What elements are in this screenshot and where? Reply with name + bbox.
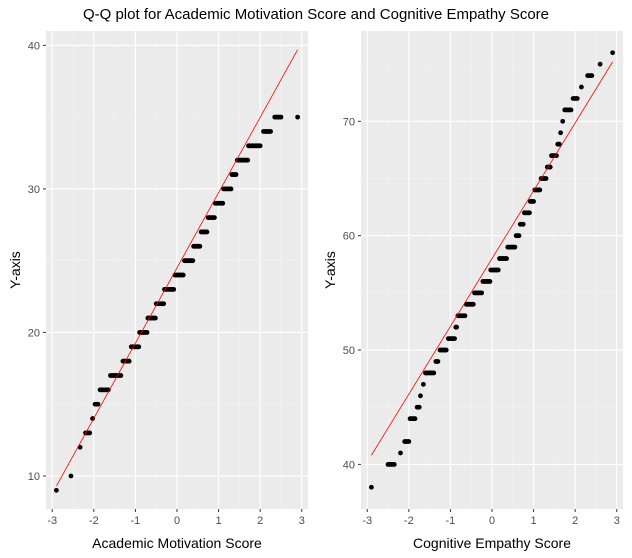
data-point bbox=[431, 370, 437, 376]
data-point bbox=[197, 243, 203, 249]
data-point bbox=[180, 272, 186, 278]
data-point bbox=[454, 324, 460, 330]
data-point bbox=[574, 96, 580, 101]
data-point bbox=[543, 176, 549, 181]
data-point bbox=[527, 210, 532, 216]
x-tick-label: 2 bbox=[572, 515, 578, 527]
data-point bbox=[95, 401, 101, 407]
data-point bbox=[418, 393, 423, 399]
data-point bbox=[171, 286, 177, 292]
y-tick-label: 50 bbox=[343, 345, 355, 357]
data-point bbox=[520, 221, 526, 227]
data-point bbox=[190, 258, 196, 264]
data-point bbox=[161, 301, 167, 307]
grid-lines bbox=[46, 31, 308, 509]
x-tick-label: -1 bbox=[446, 515, 456, 527]
data-point bbox=[470, 301, 476, 307]
data-point bbox=[87, 430, 93, 436]
data-point bbox=[152, 315, 158, 321]
x-tick-label: 0 bbox=[174, 515, 180, 527]
data-point bbox=[420, 381, 426, 387]
data-point bbox=[412, 416, 418, 422]
axis-ticks: -3 -2 -1 0 1 2 3 10 20 30 40 bbox=[28, 40, 305, 527]
y-tick-label: 10 bbox=[28, 471, 40, 483]
data-point bbox=[504, 256, 509, 261]
data-point bbox=[462, 313, 468, 319]
y-tick-label: 40 bbox=[343, 459, 355, 471]
data-point bbox=[136, 344, 142, 350]
data-point bbox=[479, 290, 485, 296]
data-point bbox=[406, 439, 412, 444]
data-point bbox=[245, 157, 251, 163]
x-tick-label: 1 bbox=[216, 515, 222, 527]
y-axis-title: Y-axis bbox=[7, 251, 23, 289]
data-point bbox=[278, 114, 284, 120]
data-point bbox=[558, 130, 564, 136]
data-point bbox=[487, 279, 493, 284]
data-point bbox=[257, 143, 263, 149]
data-point bbox=[537, 187, 543, 193]
reference-line bbox=[371, 61, 613, 456]
data-point bbox=[144, 330, 150, 335]
x-tick-label: -3 bbox=[47, 515, 57, 527]
x-tick-label: 0 bbox=[489, 515, 495, 527]
x-tick-label: 2 bbox=[257, 515, 263, 527]
data-point bbox=[516, 233, 522, 239]
y-tick-label: 60 bbox=[343, 231, 355, 243]
x-tick-label: -1 bbox=[131, 515, 141, 527]
panel-cognitive-empathy: -3 -2 -1 0 1 2 3 40 50 60 70 Cognitive Empathy Sco… bbox=[322, 31, 623, 551]
data-point bbox=[204, 229, 210, 235]
x-tick-label: 1 bbox=[531, 515, 537, 527]
x-tick-label: 3 bbox=[614, 515, 620, 527]
data-point bbox=[589, 73, 595, 78]
data-point bbox=[368, 484, 374, 490]
data-point bbox=[105, 387, 111, 393]
data-point bbox=[295, 114, 301, 120]
y-tick-label: 40 bbox=[28, 40, 40, 52]
figure-title: Q-Q plot for Academic Motivation Score a… bbox=[83, 6, 549, 23]
data-point bbox=[212, 215, 217, 221]
y-tick-label: 30 bbox=[28, 184, 40, 196]
data-point bbox=[398, 450, 403, 456]
x-axis-title: Academic Motivation Score bbox=[92, 535, 262, 551]
data-point bbox=[228, 186, 234, 192]
x-tick-label: 3 bbox=[299, 515, 305, 527]
data-point bbox=[597, 61, 603, 67]
y-tick-label: 70 bbox=[343, 116, 355, 128]
data-point bbox=[512, 244, 518, 250]
panel-academic-motivation: -3 -2 -1 0 1 2 3 10 20 30 40 Academic Motivation S… bbox=[7, 31, 308, 551]
data-points bbox=[53, 114, 301, 493]
data-point bbox=[560, 118, 566, 124]
data-point bbox=[416, 404, 422, 410]
data-point bbox=[391, 462, 397, 467]
data-point bbox=[268, 129, 273, 134]
data-point bbox=[610, 50, 616, 56]
x-axis-title: Cognitive Empathy Score bbox=[413, 535, 571, 551]
data-point bbox=[220, 200, 226, 206]
y-axis-title: Y-axis bbox=[322, 251, 338, 289]
data-point bbox=[579, 84, 584, 90]
data-points bbox=[368, 50, 616, 490]
data-point bbox=[452, 336, 457, 342]
data-point bbox=[531, 198, 536, 204]
x-tick-label: -3 bbox=[362, 515, 372, 527]
reference-line bbox=[56, 49, 298, 487]
data-point bbox=[435, 359, 441, 364]
data-point bbox=[53, 487, 59, 493]
x-tick-label: -2 bbox=[89, 515, 99, 527]
data-point bbox=[126, 358, 132, 364]
data-point bbox=[118, 373, 124, 378]
data-point bbox=[68, 473, 74, 479]
data-point bbox=[568, 107, 574, 113]
data-point bbox=[495, 267, 501, 273]
data-point bbox=[233, 172, 239, 177]
data-point bbox=[90, 416, 95, 421]
data-point bbox=[443, 347, 449, 353]
x-tick-label: -2 bbox=[404, 515, 414, 527]
axis-ticks: -3 -2 -1 0 1 2 3 40 50 60 70 bbox=[343, 116, 620, 527]
data-point bbox=[554, 153, 559, 159]
y-tick-label: 20 bbox=[28, 327, 40, 339]
data-point bbox=[556, 141, 562, 147]
